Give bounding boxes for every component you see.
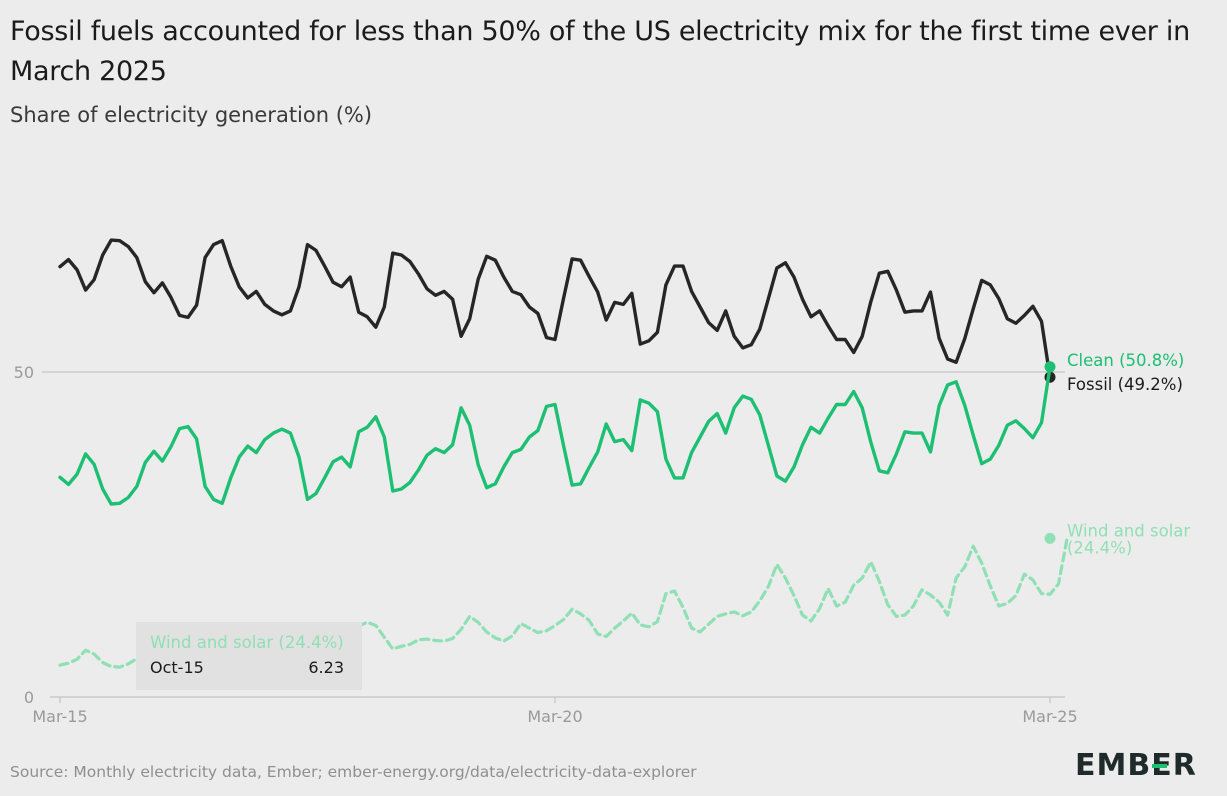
tooltip-series-label: Wind and solar (24.4%) <box>150 633 344 652</box>
series-lines <box>58 238 1069 669</box>
tooltip-date: Oct-15 <box>150 658 204 677</box>
clean-end-label: Clean (50.8%) <box>1067 351 1184 370</box>
fossil-end-label: Fossil (49.2%) <box>1067 375 1183 394</box>
wind-and-solar-end-label: Wind and solar (24.4%) <box>1067 521 1190 557</box>
end-labels: Fossil (49.2%) Clean (50.8%) Wind and sola… <box>1067 351 1190 558</box>
chart-title: Fossil fuels accounted for less than 50%… <box>10 16 1190 87</box>
chart-subtitle: Share of electricity generation (%) <box>10 103 373 127</box>
x-tick-label: Mar-25 <box>1022 707 1077 726</box>
x-tick-label: Mar-15 <box>32 707 87 726</box>
line-chart: 0 50 Mar-15 Mar-20 Mar-25 Fossil (49.2%) Clea… <box>14 238 1190 726</box>
y-tick-label: 50 <box>14 363 34 382</box>
axes: 0 50 Mar-15 Mar-20 Mar-25 <box>14 363 1078 726</box>
wind-and-solar-end-point <box>1044 532 1056 544</box>
clean-line <box>58 365 1052 506</box>
tooltip-background <box>136 622 362 690</box>
source-note: Source: Monthly electricity data, Ember;… <box>10 763 697 781</box>
ember-logo: EMBE R <box>1075 748 1197 783</box>
tooltip-value: 6.23 <box>308 658 344 677</box>
x-tick-label: Mar-20 <box>527 707 582 726</box>
fossil-line <box>58 238 1052 379</box>
y-tick-label: 0 <box>24 688 34 707</box>
clean-end-point <box>1044 361 1056 373</box>
tooltip: Wind and solar (24.4%) Oct-15 6.23 <box>136 622 362 690</box>
